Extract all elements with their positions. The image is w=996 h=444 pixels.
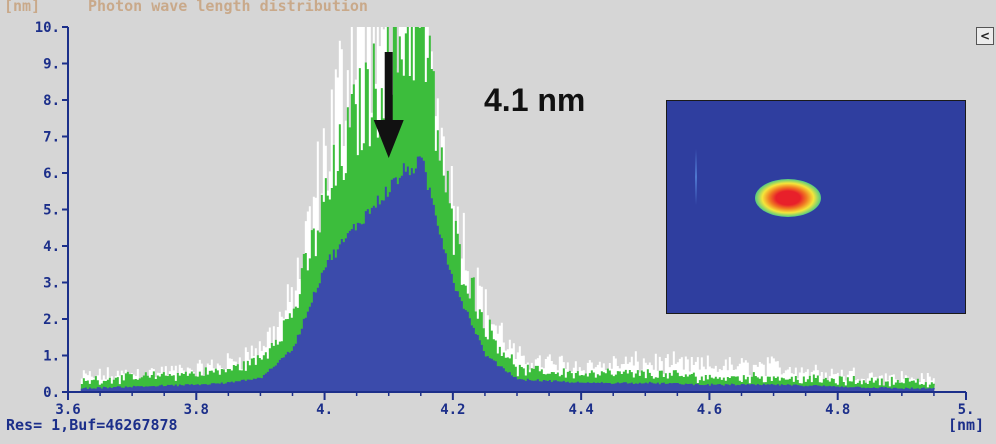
x-tick-label: 5.	[958, 402, 975, 418]
y-tick-label: 10.	[35, 20, 60, 36]
x-tick-label: 4.	[316, 402, 333, 418]
x-tick-label: 3.6	[55, 402, 80, 418]
x-axis-unit: [nm]	[948, 416, 985, 434]
x-tick-label: 4.2	[440, 402, 465, 418]
down-arrow-annotation	[373, 52, 404, 158]
y-tick-label: 0.	[43, 385, 60, 401]
x-tick-label: 4.6	[697, 402, 722, 418]
y-tick-label: 5.	[43, 203, 60, 219]
y-tick-label: 4.	[43, 239, 60, 255]
status-readout: Res= 1,Buf=46267878	[6, 416, 178, 434]
x-tick-label: 4.8	[825, 402, 850, 418]
y-tick-label: 2.	[43, 312, 60, 328]
x-tick-label: 3.8	[184, 402, 209, 418]
chart-title: Photon wave length distribution	[88, 0, 368, 15]
inset-streak	[695, 149, 697, 205]
x-tick-label: 4.4	[568, 402, 593, 418]
arrow-head	[373, 120, 404, 158]
photon-spot	[755, 179, 821, 217]
y-tick-label: 8.	[43, 93, 60, 109]
scroll-left-button[interactable]: <	[976, 27, 994, 45]
y-axis-unit: [nm]	[4, 0, 41, 15]
y-tick-label: 9.	[43, 57, 60, 73]
wavelength-annotation: 4.1 nm	[484, 82, 586, 118]
y-tick-label: 1.	[43, 349, 60, 365]
y-tick-label: 3.	[43, 276, 60, 292]
axes: 0. 1. 2. 3. 4. 5. 6. 7. 8. 9. 10. 3.6 3.8 4. 4.2 4.4 4.6…	[35, 20, 975, 418]
detector-image-inset	[666, 100, 966, 314]
y-tick-label: 7.	[43, 130, 60, 146]
y-tick-label: 6.	[43, 166, 60, 182]
arrow-shaft	[384, 52, 393, 122]
